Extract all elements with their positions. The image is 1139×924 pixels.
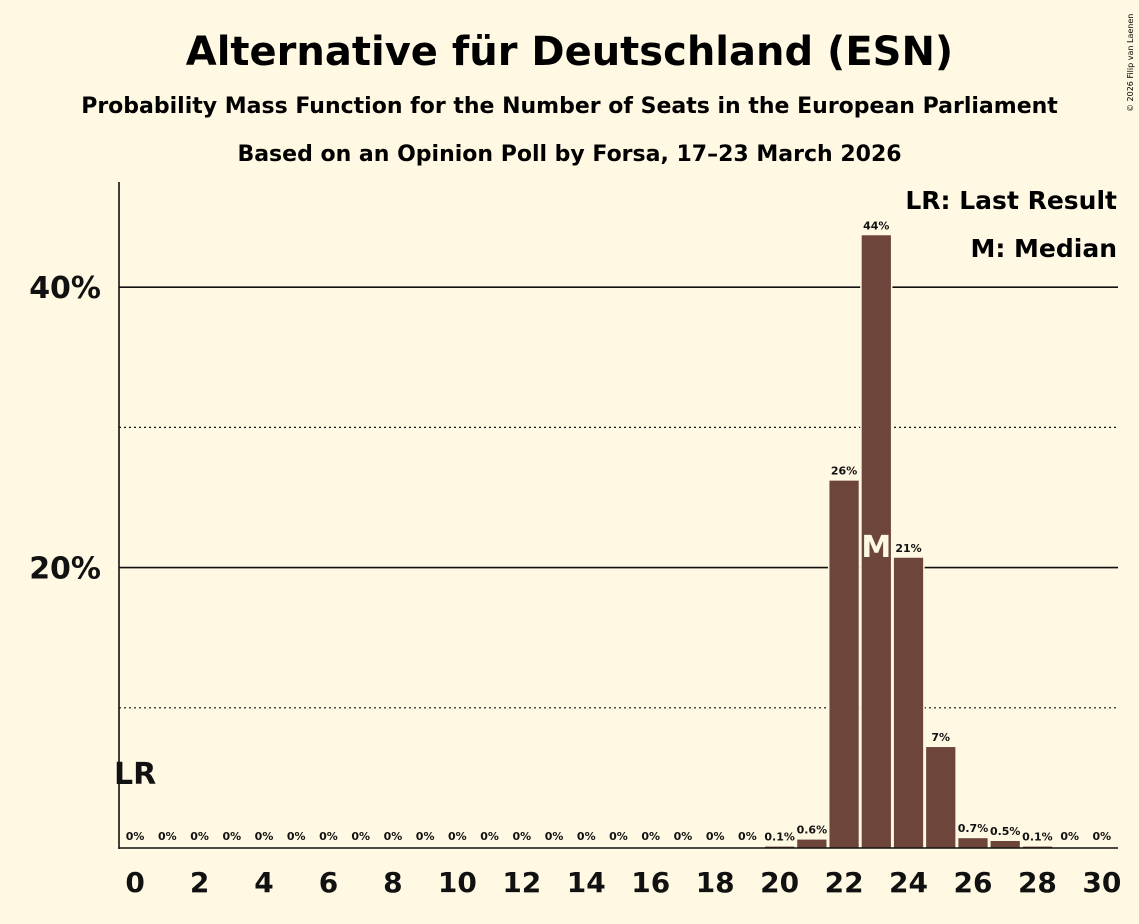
value-label-10: 0%: [448, 830, 467, 843]
value-label-18: 0%: [706, 830, 725, 843]
chart-title: Alternative für Deutschland (ESN): [186, 29, 953, 75]
bar-26: [958, 838, 988, 848]
bar-halo-28: [1021, 845, 1054, 848]
markers: LR M: [114, 530, 891, 792]
bar-22: [829, 480, 859, 848]
bar-24: [893, 557, 924, 848]
value-label-4: 0%: [255, 830, 274, 843]
value-label-3: 0%: [222, 830, 241, 843]
value-label-25: 7%: [931, 731, 950, 744]
bar-21: [797, 839, 827, 848]
chart-subtitle: Probability Mass Function for the Number…: [81, 94, 1058, 119]
value-label-2: 0%: [190, 830, 209, 843]
value-label-27: 0.5%: [990, 825, 1021, 838]
value-label-19: 0%: [738, 830, 757, 843]
grid-lines: [119, 286, 1118, 709]
value-label-22: 26%: [831, 465, 857, 478]
value-label-8: 0%: [384, 830, 403, 843]
x-tick-label-6: 6: [319, 866, 338, 899]
chart-subtitle-poll: Based on an Opinion Poll by Forsa, 17–23…: [237, 142, 901, 167]
x-tick-label-8: 8: [383, 866, 402, 899]
value-label-21: 0.6%: [797, 824, 828, 837]
x-tick-label-16: 16: [631, 866, 670, 899]
x-tick-label-10: 10: [438, 866, 477, 899]
bar-23: [861, 235, 891, 848]
x-tick-label-30: 30: [1082, 866, 1121, 899]
bar-25: [926, 747, 956, 848]
value-label-0: 0%: [126, 830, 145, 843]
value-label-5: 0%: [287, 830, 306, 843]
x-tick-labels: 0 2 4 6 8 10 12 14 16 18 20 22 24 26 28 30: [125, 866, 1121, 899]
median-marker: M: [861, 530, 891, 565]
x-tick-label-26: 26: [953, 866, 992, 899]
x-tick-label-12: 12: [502, 866, 541, 899]
x-tick-label-28: 28: [1018, 866, 1057, 899]
value-label-1: 0%: [158, 830, 177, 843]
x-tick-label-20: 20: [760, 866, 799, 899]
legend-last-result: LR: Last Result: [905, 186, 1117, 215]
value-label-9: 0%: [416, 830, 435, 843]
bar-27: [990, 840, 1020, 848]
value-label-15: 0%: [609, 830, 628, 843]
value-label-20: 0.1%: [764, 831, 795, 844]
value-label-13: 0%: [545, 830, 564, 843]
value-label-7: 0%: [351, 830, 370, 843]
legend-median: M: Median: [970, 234, 1117, 263]
value-label-16: 0%: [641, 830, 660, 843]
value-label-26: 0.7%: [958, 822, 989, 835]
x-tick-label-22: 22: [825, 866, 864, 899]
x-tick-label-24: 24: [889, 866, 928, 899]
x-tick-label-18: 18: [696, 866, 735, 899]
value-label-17: 0%: [674, 830, 693, 843]
x-tick-label-2: 2: [190, 866, 209, 899]
y-tick-labels: 20% 40%: [29, 271, 101, 586]
value-label-11: 0%: [480, 830, 499, 843]
x-tick-label-14: 14: [567, 866, 606, 899]
last-result-marker: LR: [114, 757, 156, 792]
value-label-12: 0%: [512, 830, 531, 843]
x-tick-label-0: 0: [125, 866, 144, 899]
x-tick-label-4: 4: [254, 866, 273, 899]
value-label-30: 0%: [1093, 830, 1112, 843]
y-tick-label-20: 20%: [29, 552, 101, 587]
value-label-6: 0%: [319, 830, 338, 843]
value-label-23: 44%: [863, 219, 889, 232]
axes: [118, 182, 1118, 849]
copyright-notice: © 2026 Filip van Laenen: [1126, 14, 1135, 112]
value-label-24: 21%: [895, 542, 921, 555]
y-tick-label-40: 40%: [29, 271, 101, 306]
value-labels: 0% 0% 0% 0% 0% 0% 0% 0% 0% 0% 0% 0% 0% 0% 0% 0% 0% 0% 0% 0%…: [126, 219, 1111, 843]
value-label-28: 0.1%: [1022, 831, 1053, 844]
value-label-29: 0%: [1060, 830, 1079, 843]
value-label-14: 0%: [577, 830, 596, 843]
bars: [763, 233, 1054, 848]
bar-halo-20: [763, 845, 796, 848]
